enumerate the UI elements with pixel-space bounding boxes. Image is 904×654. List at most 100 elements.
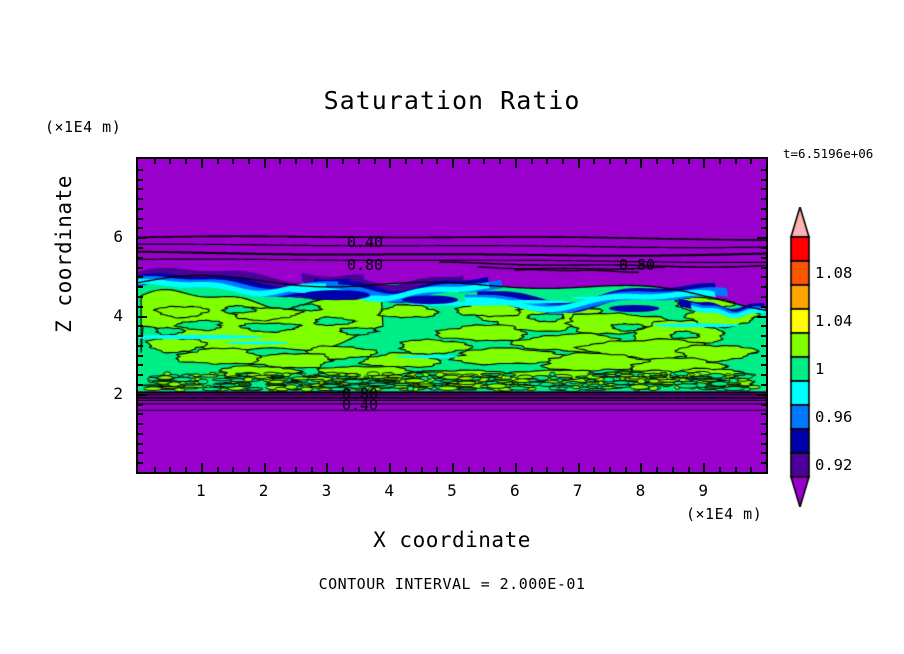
axis-tick: [750, 467, 753, 472]
axis-tick: [718, 467, 721, 472]
x-tick-label: 1: [195, 481, 206, 500]
axis-tick: [761, 217, 766, 220]
y-tick-label: 4: [113, 305, 123, 325]
axis-tick: [734, 467, 737, 472]
axis-tick: [247, 467, 250, 472]
axis-tick: [546, 159, 549, 164]
axis-tick: [169, 467, 172, 472]
axis-tick: [761, 354, 766, 357]
axis-tick: [761, 364, 766, 367]
colorbar-tick-label: 1.08: [815, 264, 853, 282]
axis-tick: [703, 463, 706, 472]
axis-tick: [138, 374, 143, 377]
axis-tick: [577, 463, 580, 472]
y-axis-unit-label: (×1E4 m): [45, 118, 122, 136]
axis-tick: [357, 467, 360, 472]
axis-tick: [761, 325, 766, 328]
x-axis-title: X coordinate: [373, 528, 531, 552]
axis-tick: [138, 423, 143, 426]
axis-tick: [761, 286, 766, 289]
axis-tick: [326, 159, 329, 168]
y-tick-label: 6: [113, 227, 123, 247]
axis-tick: [389, 463, 392, 472]
axis-tick: [624, 467, 627, 472]
axis-tick: [514, 463, 517, 472]
axis-tick: [138, 393, 147, 396]
axis-tick: [467, 467, 470, 472]
axis-tick: [761, 168, 766, 171]
x-tick-label: 7: [572, 481, 583, 500]
x-axis-unit-label: (×1E4 m): [686, 505, 763, 523]
axis-tick: [138, 256, 143, 259]
contour-label: 0.40: [346, 233, 384, 251]
axis-tick: [757, 237, 766, 240]
axis-tick: [452, 159, 454, 168]
axis-tick: [232, 467, 235, 472]
axis-tick: [703, 159, 706, 168]
axis-tick: [138, 168, 143, 171]
axis-tick: [138, 227, 143, 230]
axis-tick: [761, 247, 766, 250]
x-tick-label: 9: [698, 481, 708, 500]
axis-tick: [420, 467, 423, 472]
y-tick-label: 2: [113, 383, 123, 403]
x-tick-label: 8: [635, 481, 646, 500]
axis-tick: [326, 463, 329, 472]
time-annotation: t=6.5196e+06: [783, 146, 874, 161]
axis-tick: [404, 159, 407, 164]
axis-tick: [687, 467, 690, 472]
axis-tick: [138, 315, 147, 318]
axis-tick: [452, 463, 454, 472]
axis-tick: [138, 217, 143, 220]
axis-tick: [761, 432, 766, 435]
axis-tick: [200, 463, 203, 472]
axis-tick: [761, 423, 766, 426]
colorbar-tick-label: 0.96: [815, 408, 853, 426]
axis-tick: [761, 266, 766, 269]
colorbar-tick-label: 1.04: [815, 312, 853, 330]
axis-tick: [624, 159, 627, 164]
axis-tick: [499, 467, 502, 472]
contour-label: 0.80: [346, 256, 384, 274]
axis-tick: [138, 335, 143, 338]
page-title: Saturation Ratio: [323, 86, 581, 115]
colorbar: [785, 207, 815, 507]
x-tick-label: 5: [447, 481, 457, 500]
axis-tick: [138, 188, 143, 191]
axis-tick: [761, 256, 766, 259]
axis-tick: [138, 266, 143, 269]
axis-tick: [761, 178, 766, 181]
axis-tick: [609, 467, 611, 472]
axis-tick: [734, 159, 737, 164]
axis-tick: [310, 159, 313, 164]
axis-tick: [761, 198, 766, 201]
axis-tick: [761, 227, 766, 230]
axis-tick: [530, 159, 533, 164]
colorbar-tick-label: 1: [815, 360, 825, 378]
contour-label: 0.80: [618, 256, 656, 274]
axis-tick: [138, 295, 143, 298]
axis-tick: [138, 364, 143, 367]
axis-tick: [609, 159, 611, 164]
axis-tick: [420, 159, 423, 164]
axis-tick: [232, 159, 235, 164]
axis-tick: [138, 452, 143, 455]
axis-tick: [138, 178, 143, 181]
axis-tick: [761, 462, 766, 465]
axis-tick: [373, 467, 376, 472]
axis-tick: [153, 467, 156, 472]
axis-tick: [263, 159, 266, 168]
y-axis-title: Z coordinate: [52, 175, 76, 333]
axis-tick: [138, 432, 143, 435]
axis-tick: [138, 383, 143, 386]
axis-tick: [216, 467, 219, 472]
axis-tick: [561, 159, 564, 164]
axis-tick: [640, 463, 643, 472]
axis-tick: [279, 159, 282, 164]
axis-tick: [138, 198, 143, 201]
axis-tick: [389, 159, 392, 168]
axis-tick: [530, 467, 533, 472]
axis-tick: [514, 159, 517, 168]
axis-tick: [138, 237, 147, 240]
axis-tick: [467, 159, 470, 164]
